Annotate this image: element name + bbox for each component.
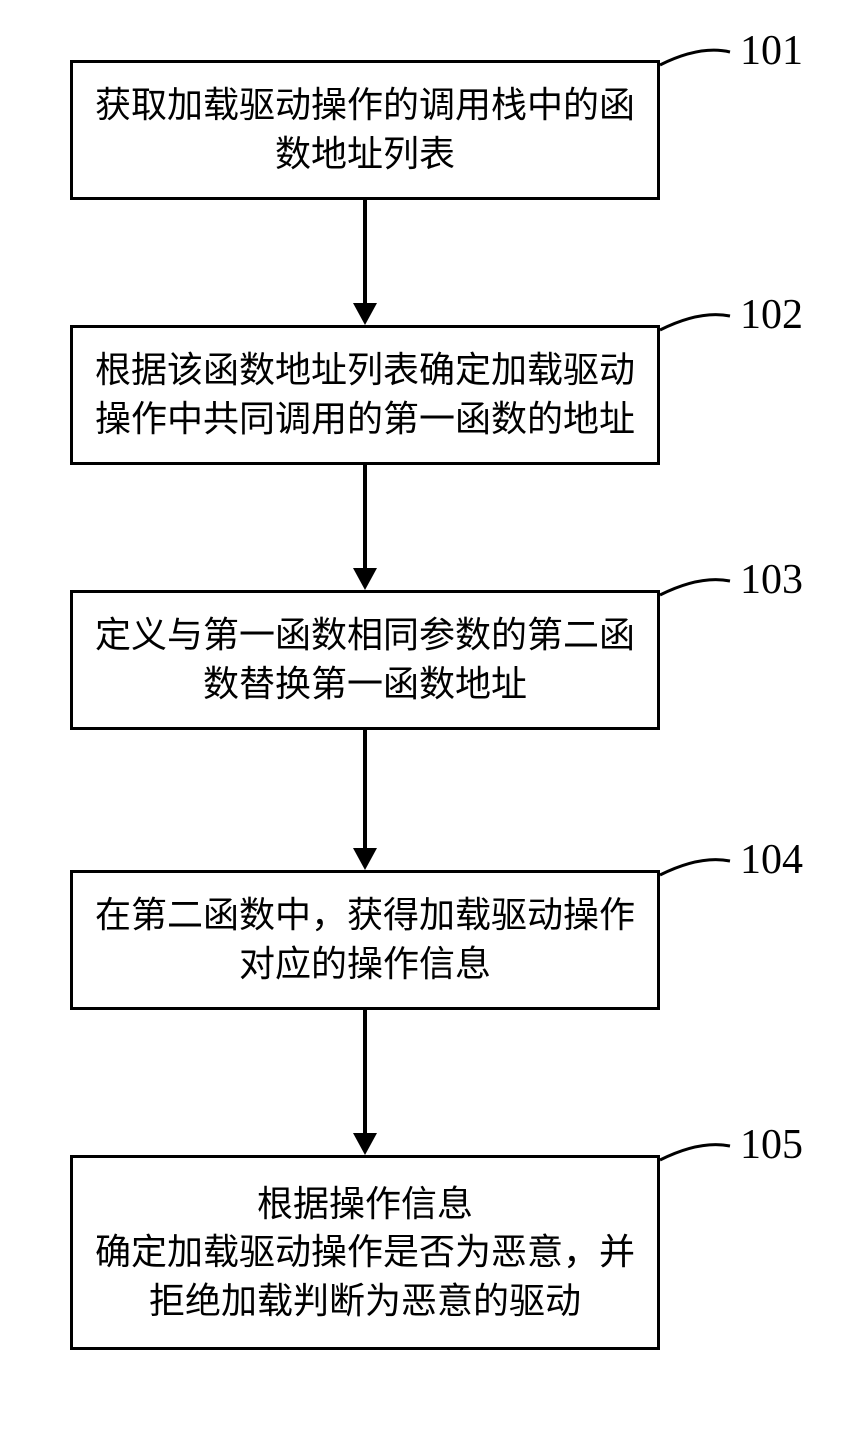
leader-105 [0,0,854,1443]
flowchart-canvas: 获取加载驱动操作的调用栈中的函数地址列表 101 根据该函数地址列表确定加载驱动… [0,0,854,1443]
flow-label-105: 105 [740,1124,803,1166]
